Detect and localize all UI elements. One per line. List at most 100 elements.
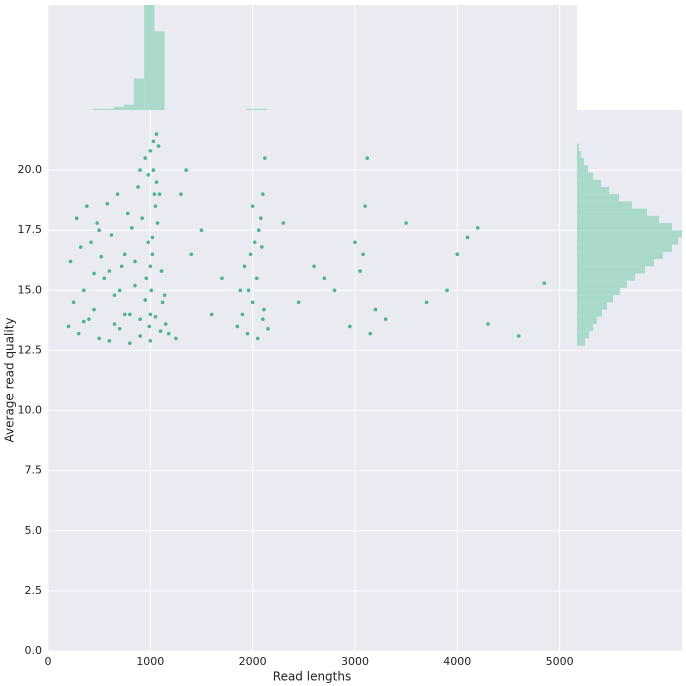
point — [146, 173, 151, 177]
point — [445, 288, 449, 293]
top-panel — [48, 5, 577, 110]
x-tick-label: 0 — [45, 655, 52, 668]
point — [68, 259, 73, 264]
point — [151, 168, 156, 172]
y-histogram-bar — [577, 302, 607, 310]
y-histogram-bar — [577, 259, 654, 267]
x-tick-label: 2000 — [239, 655, 267, 668]
point — [97, 228, 101, 233]
x-tick-label: 3000 — [341, 655, 369, 668]
point — [143, 156, 148, 160]
point — [152, 192, 157, 196]
point — [143, 298, 148, 302]
point — [128, 341, 132, 346]
point — [109, 233, 114, 237]
point — [383, 317, 388, 321]
point — [404, 221, 408, 225]
point — [332, 288, 337, 293]
point — [130, 226, 134, 230]
point — [475, 226, 480, 230]
x-tick-label: 1000 — [136, 655, 164, 668]
point — [542, 281, 547, 285]
point — [97, 336, 101, 341]
point — [235, 324, 240, 329]
point — [138, 317, 142, 321]
point — [281, 221, 286, 225]
x-tick-label: 4000 — [443, 655, 471, 668]
x-histogram-bar — [113, 106, 124, 110]
point — [146, 240, 151, 245]
x-histogram-bar — [246, 108, 257, 110]
y-tick-label: 12.5 — [18, 343, 43, 356]
point — [128, 312, 132, 317]
point — [102, 276, 107, 281]
point — [189, 252, 194, 257]
point — [261, 317, 265, 321]
x-histogram-bar — [123, 104, 134, 110]
y-histogram-bar — [577, 273, 635, 281]
point — [365, 156, 370, 160]
point — [353, 240, 357, 245]
point — [159, 269, 164, 273]
main-panel — [48, 110, 577, 651]
point — [138, 168, 142, 172]
point — [126, 211, 130, 216]
point — [348, 324, 352, 329]
point — [516, 334, 521, 338]
y-histogram-bar — [577, 158, 584, 166]
point — [149, 288, 154, 293]
y-histogram-bar — [577, 143, 579, 151]
y-histogram-bar — [577, 201, 632, 209]
y-histogram-bar — [577, 237, 678, 245]
y-histogram-bar — [577, 280, 627, 288]
point — [256, 228, 261, 233]
point — [147, 324, 152, 329]
point — [254, 276, 259, 281]
point — [148, 149, 153, 153]
y-histogram-bar — [577, 208, 647, 216]
point — [148, 339, 153, 343]
point — [112, 293, 117, 297]
point — [368, 331, 373, 336]
point — [89, 240, 93, 245]
y-tick-label: 10.0 — [18, 404, 43, 417]
point — [245, 331, 250, 336]
point — [238, 288, 243, 293]
point — [71, 300, 76, 305]
point — [220, 276, 224, 281]
point — [122, 252, 127, 257]
y-axis-title: Average read quality — [3, 318, 17, 443]
point — [92, 307, 96, 312]
y-tick-label: 0.0 — [25, 644, 43, 657]
point — [322, 276, 327, 281]
point — [424, 300, 429, 305]
point — [158, 329, 163, 334]
point — [95, 221, 99, 225]
point — [373, 307, 378, 312]
point — [148, 312, 153, 317]
point — [250, 300, 255, 305]
point — [122, 312, 127, 317]
point — [154, 132, 159, 136]
point — [486, 322, 490, 326]
point — [117, 327, 122, 331]
point — [263, 156, 267, 160]
point — [363, 204, 367, 208]
y-tick-label: 15.0 — [18, 283, 43, 296]
y-tick-label: 7.5 — [25, 464, 43, 477]
point — [250, 204, 255, 208]
point — [78, 245, 83, 249]
point — [262, 307, 266, 312]
x-histogram-bar — [256, 108, 267, 110]
y-histogram-bar — [577, 165, 588, 173]
point — [361, 252, 365, 257]
point — [99, 254, 104, 259]
point — [150, 235, 155, 240]
point — [157, 192, 162, 196]
point — [184, 168, 188, 172]
point — [82, 288, 86, 293]
point — [66, 324, 71, 329]
point — [162, 293, 167, 297]
point — [144, 276, 149, 281]
point — [154, 180, 159, 184]
